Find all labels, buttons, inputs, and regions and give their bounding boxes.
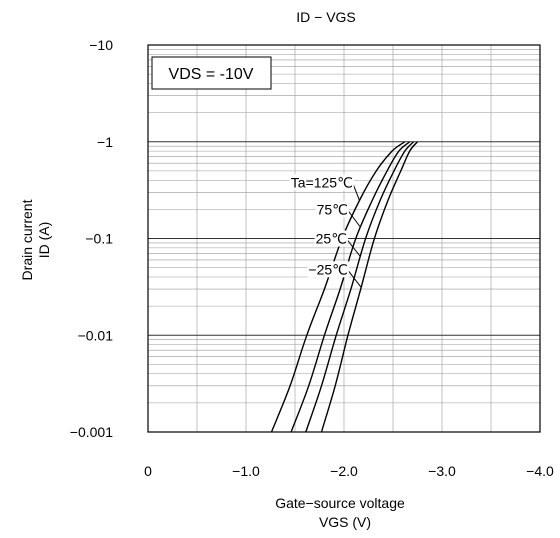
x-tick-label: −2.0 [330,463,358,479]
y-axis-label-line1: Drain current [19,199,35,280]
series-label-leader [346,239,361,257]
annotation-text: VDS = -10V [169,66,254,83]
series-label-leader [347,270,362,288]
series-label: −25℃ [308,261,347,277]
annotation-box: VDS = -10V [151,56,272,90]
series-label-bg [289,174,354,191]
x-axis-label-line1: Gate−source voltage [275,495,405,511]
x-tick-label: −3.0 [428,463,456,479]
y-tick-label: −0.1 [85,231,113,247]
y-tick-label: −1 [97,134,113,150]
annotation-frame [151,56,272,90]
plot-frame [147,44,541,433]
series-label-leader [347,210,361,228]
tick-labels: 0 −1.0 −2.0 −3.0 −4.0 −10 −1 −0.1 −0.01 −0.001 [70,37,554,479]
x-axis-label-line2: VGS (V) [319,514,371,530]
y-tick-label: −10 [89,37,113,53]
y-tick-label: −0.001 [70,424,113,440]
series-labels: Ta=125℃ 75℃ 25℃ −25℃ [289,174,362,288]
x-tick-label: −4.0 [526,463,554,479]
y-tick-label: −0.01 [78,327,114,343]
x-tick-label: −1.0 [232,463,260,479]
series-curve [305,141,415,433]
chart-title: ID − VGS [296,9,356,25]
series-label-leader [352,183,360,201]
series-label: 25℃ [316,231,347,247]
series-label-bg [315,201,349,218]
y-axis-label-line2: ID (A) [36,222,52,259]
series-curve [290,141,411,433]
series-label-bg [314,230,348,247]
series-label: Ta=125℃ [291,174,353,190]
x-tick-label: 0 [144,463,152,479]
series-curve [320,141,419,433]
series-label: 75℃ [317,201,348,217]
series-label-bg [307,261,349,278]
